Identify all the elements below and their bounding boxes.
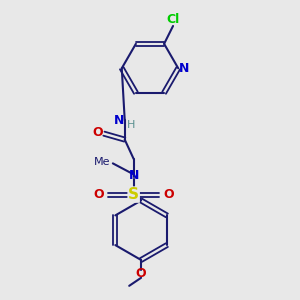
Text: S: S (128, 187, 139, 202)
Text: Cl: Cl (167, 13, 180, 26)
Text: N: N (114, 114, 124, 127)
Text: O: O (164, 188, 174, 201)
Text: N: N (178, 62, 189, 75)
Text: O: O (93, 188, 104, 201)
Text: O: O (136, 267, 146, 280)
Text: H: H (127, 120, 136, 130)
Text: N: N (128, 169, 139, 182)
Text: Me: Me (94, 157, 111, 167)
Text: O: O (93, 126, 103, 139)
